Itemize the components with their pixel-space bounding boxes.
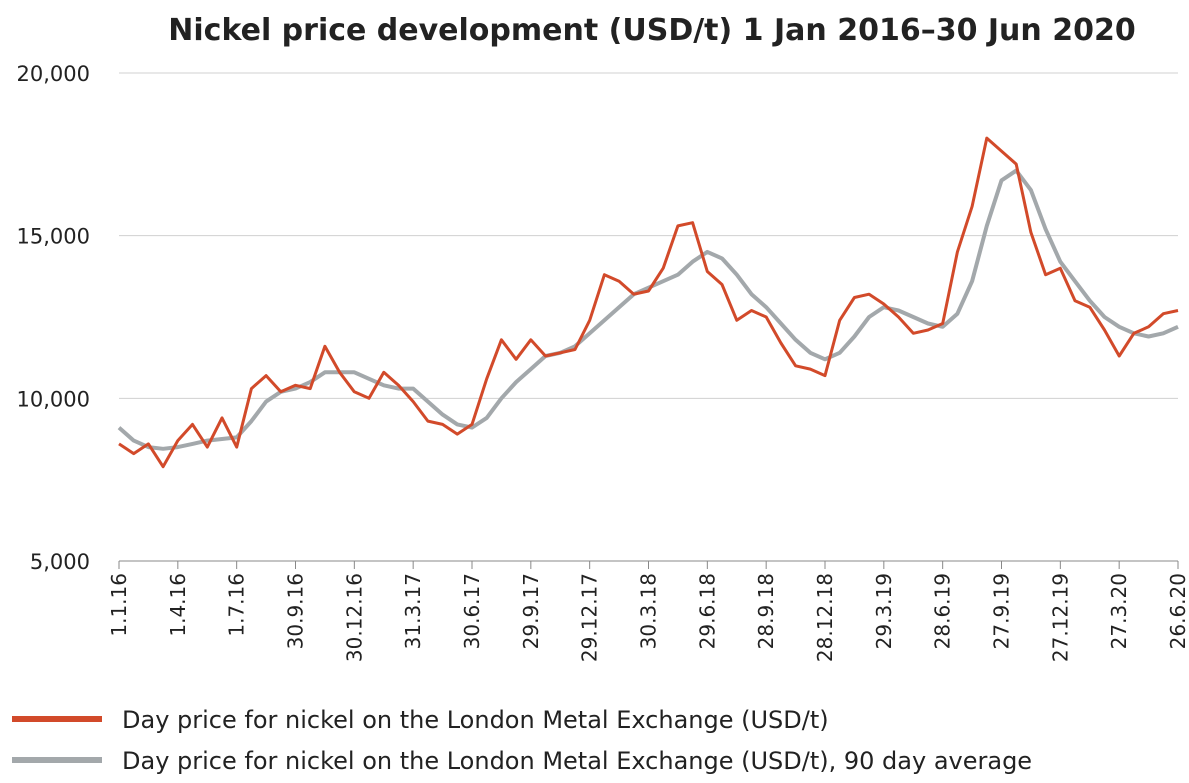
x-tick-label: 30.9.16 bbox=[284, 573, 308, 649]
x-tick-label: 1.7.16 bbox=[225, 573, 249, 637]
y-tick-label: 15,000 bbox=[17, 225, 90, 249]
x-tick-label: 30.12.16 bbox=[342, 573, 366, 662]
line-series bbox=[117, 168, 1179, 451]
x-tick-label: 27.3.20 bbox=[1107, 573, 1131, 649]
legend-label: Day price for nickel on the London Metal… bbox=[122, 747, 1032, 775]
x-tick-label: 29.3.19 bbox=[872, 573, 896, 649]
x-tick-label: 30.6.17 bbox=[460, 573, 484, 649]
x-tick-label: 29.12.17 bbox=[578, 573, 602, 662]
legend-label: Day price for nickel on the London Metal… bbox=[122, 706, 829, 734]
x-tick-label: 28.9.18 bbox=[754, 573, 778, 649]
x-tick-label: 26.6.20 bbox=[1166, 573, 1189, 649]
y-tick-label: 20,000 bbox=[17, 62, 90, 86]
x-tick-label: 27.9.19 bbox=[990, 573, 1014, 649]
x-tick-label: 29.9.17 bbox=[519, 573, 543, 649]
y-tick-label: 5,000 bbox=[30, 550, 90, 574]
line-series bbox=[118, 136, 1179, 469]
x-tick-label: 1.1.16 bbox=[107, 573, 131, 637]
chart-title: Nickel price development (USD/t) 1 Jan 2… bbox=[168, 13, 1135, 48]
x-tick-label: 27.12.19 bbox=[1048, 573, 1072, 662]
x-tick-label: 30.3.18 bbox=[637, 573, 661, 649]
y-tick-label: 10,000 bbox=[17, 387, 90, 411]
x-tick-label: 1.4.16 bbox=[166, 573, 190, 637]
x-tick-label: 29.6.18 bbox=[695, 573, 719, 649]
x-tick-label: 31.3.17 bbox=[401, 573, 425, 649]
x-tick-label: 28.12.18 bbox=[813, 573, 837, 662]
x-tick-label: 28.6.19 bbox=[931, 573, 955, 649]
